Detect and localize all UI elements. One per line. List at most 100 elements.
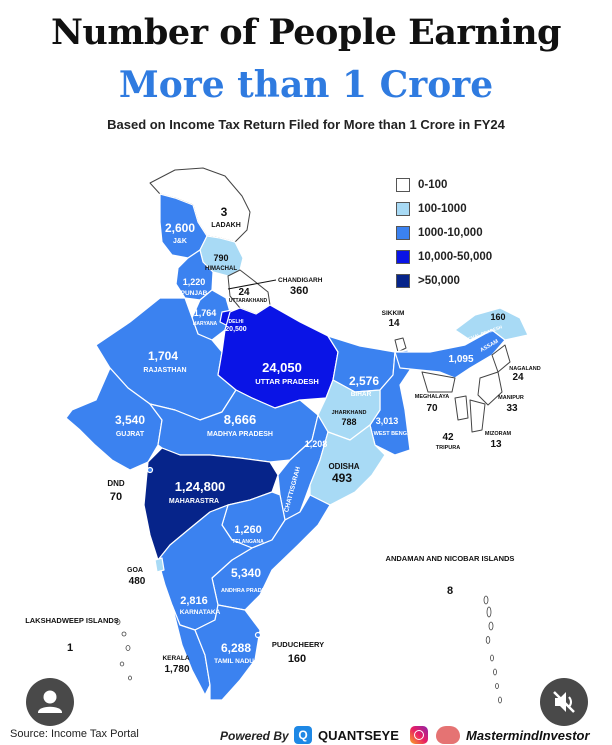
region-gujarat: [65, 367, 163, 471]
region-lakshadweep: [115, 619, 132, 681]
value-uttarakhand: 24: [238, 287, 250, 298]
legend-swatch: [396, 178, 410, 192]
legend-item: 1000-10,000: [396, 221, 492, 245]
speaker-muted-icon: [553, 691, 575, 713]
value-telangana: 1,260: [234, 524, 262, 536]
legend-item: 10,000-50,000: [396, 245, 492, 269]
chandigarh-pointer: [227, 279, 277, 290]
legend-label: 100-1000: [418, 203, 467, 215]
legend-swatch: [396, 274, 410, 288]
label-mizoram: MIZORAM: [485, 431, 512, 437]
label-andaman: ANDAMAN AND NICOBAR ISLANDS: [386, 554, 515, 563]
value-mizoram: 13: [490, 439, 502, 450]
map-legend: 0-100 100-1000 1000-10,000 10,000-50,000…: [396, 173, 492, 293]
powered-by-label: Powered By: [220, 729, 289, 743]
legend-label: >50,000: [418, 275, 460, 287]
value-dnd: 70: [110, 491, 122, 503]
avatar-button[interactable]: [26, 678, 74, 726]
brand-mastermind: MastermindInvestor: [466, 728, 590, 743]
value-haryana: 1,764: [194, 308, 217, 318]
legend-swatch: [396, 202, 410, 216]
region-dnd: [146, 466, 154, 474]
label-odisha: ODISHA: [328, 462, 359, 471]
value-meghalaya: 70: [426, 403, 438, 414]
value-jk: 2,600: [165, 221, 195, 235]
user-avatar-icon: [38, 690, 62, 713]
value-maharashtra: 1,24,800: [175, 479, 226, 494]
label-bihar: BIHAR: [351, 391, 372, 398]
value-assam: 1,095: [448, 354, 473, 365]
region-puducherry: [254, 631, 262, 639]
label-nagaland: NAGALAND: [509, 366, 540, 372]
legend-label: 10,000-50,000: [418, 251, 493, 263]
label-rajasthan: RAJASTHAN: [143, 367, 186, 374]
mute-toggle-button[interactable]: [540, 678, 588, 726]
label-west-bengal: WEST BENGAL: [374, 431, 415, 437]
label-punjab: PUNJAB: [181, 290, 208, 297]
value-gujarat: 3,540: [115, 413, 145, 427]
region-andaman: [483, 595, 502, 704]
brain-logo-icon: [436, 726, 460, 744]
value-arunachal: 160: [490, 312, 505, 322]
value-goa: 480: [129, 576, 146, 587]
value-rajasthan: 1,704: [148, 349, 178, 363]
value-nagaland: 24: [512, 372, 524, 383]
value-madhya-pradesh: 8,666: [224, 412, 257, 427]
value-puducherry: 160: [288, 653, 306, 665]
legend-item: >50,000: [396, 269, 492, 293]
label-jk: J&K: [173, 238, 187, 245]
label-maharashtra: MAHARASTRA: [169, 498, 219, 505]
region-assam: [394, 329, 506, 379]
brand-quantseye: QUANTSEYE: [318, 728, 399, 743]
label-karnataka: KARNATAKA: [180, 609, 221, 616]
value-manipur: 33: [506, 403, 518, 414]
value-tamil-nadu: 6,288: [221, 641, 251, 655]
label-madhya-pradesh: MADHYA PRADESH: [207, 431, 273, 438]
legend-swatch: [396, 226, 410, 240]
value-uttar-pradesh: 24,050: [262, 360, 302, 375]
value-chhattisgarh: 1,208: [305, 439, 328, 449]
value-odisha: 493: [332, 471, 352, 485]
label-chandigarh: CHANDIGARH: [278, 277, 323, 284]
value-andhra-pradesh: 5,340: [231, 566, 261, 580]
label-sikkim: SIKKIM: [382, 310, 405, 317]
page-subtitle: More than 1 Crore: [118, 64, 494, 106]
label-goa: GOA: [127, 567, 143, 574]
value-andaman: 8: [447, 585, 453, 597]
value-tripura: 42: [442, 432, 454, 443]
region-manipur: [477, 371, 503, 406]
value-delhi: 20,500: [225, 326, 247, 333]
page-title: Number of People Earning: [50, 12, 562, 53]
label-gujarat: GUJRAT: [116, 431, 145, 438]
region-sikkim: [394, 337, 407, 353]
page-caption: Based on Income Tax Return Filed for Mor…: [107, 117, 505, 132]
india-map: 3 LADAKH 2,600 J&K 790 HIMACHAL 1,220 PU…: [25, 167, 541, 704]
value-sikkim: 14: [388, 318, 400, 329]
label-ladakh: LADAKH: [211, 222, 241, 229]
legend-swatch: [396, 250, 410, 264]
region-tripura: [454, 395, 469, 421]
label-meghalaya: MEGHALAYA: [415, 394, 449, 400]
region-nagaland: [491, 344, 511, 373]
label-tamil-nadu: TAMIL NADU: [214, 658, 254, 665]
region-arunachal: [454, 307, 529, 341]
legend-label: 0-100: [418, 179, 448, 191]
value-ladakh: 3: [221, 205, 228, 219]
legend-item: 0-100: [396, 173, 492, 197]
label-manipur: MANIPUR: [498, 395, 524, 401]
label-uttar-pradesh: UTTAR PRADESH: [255, 377, 319, 386]
region-odisha: [309, 424, 386, 506]
label-andhra-pradesh: ANDHRA PRADESH: [221, 588, 273, 594]
region-mizoram: [469, 399, 486, 433]
region-meghalaya: [421, 371, 456, 393]
label-puducherry: PUDUCHEERY: [272, 640, 324, 649]
label-kerala: KERALA: [162, 655, 189, 662]
label-jharkhand: JHARKHAND: [332, 410, 367, 416]
region-goa: [154, 557, 165, 573]
region-tamil-nadu: [194, 604, 261, 701]
legend-item: 100-1000: [396, 197, 492, 221]
value-punjab: 1,220: [183, 277, 206, 287]
label-delhi: DELHI: [229, 319, 245, 325]
label-telangana: TELANGANA: [232, 539, 264, 545]
legend-label: 1000-10,000: [418, 227, 483, 239]
